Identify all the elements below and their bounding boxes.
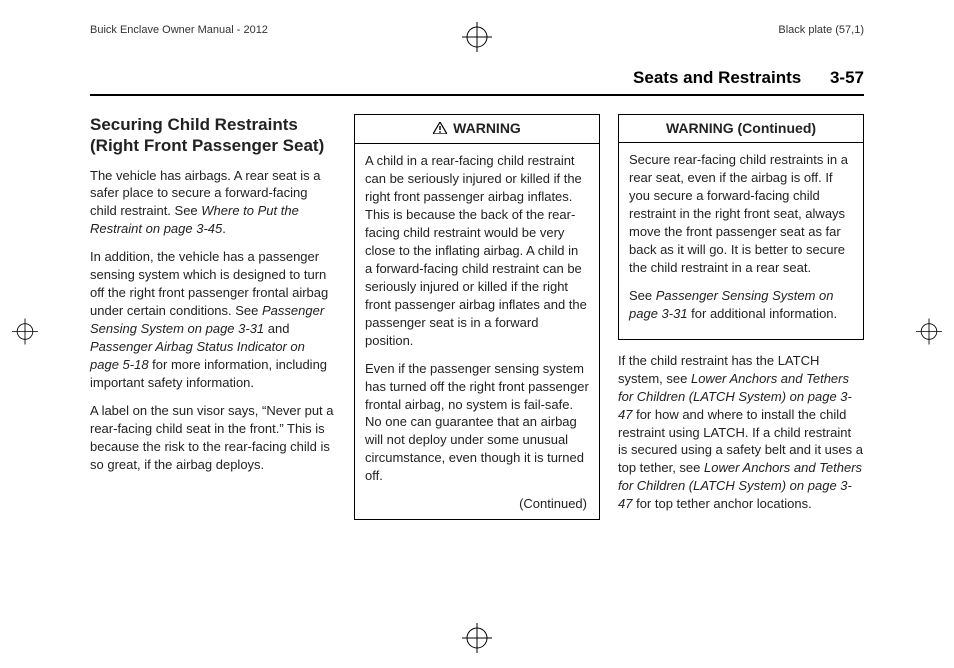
- warning-label: WARNING: [453, 120, 521, 136]
- manual-title: Buick Enclave Owner Manual - 2012: [90, 24, 268, 36]
- warning-box-continued: WARNING (Continued) Secure rear-facing c…: [618, 114, 864, 340]
- paragraph: The vehicle has airbags. A rear seat is …: [90, 167, 336, 239]
- warning-header: WARNING (Continued): [619, 115, 863, 143]
- column-3: WARNING (Continued) Secure rear-facing c…: [618, 114, 864, 532]
- paragraph: A child in a rear-facing child restraint…: [365, 152, 589, 349]
- page: Buick Enclave Owner Manual - 2012 Black …: [0, 0, 954, 668]
- paragraph: See Passenger Sensing System on page 3-3…: [629, 287, 853, 323]
- continued-label: (Continued): [365, 495, 589, 513]
- paragraph: Even if the passenger sensing system has…: [365, 360, 589, 486]
- paragraph: Secure rear-facing child restraints in a…: [629, 151, 853, 277]
- warning-label: WARNING (Continued): [666, 120, 816, 136]
- registration-mark-bottom: [462, 623, 492, 658]
- warning-triangle-icon: [433, 120, 447, 139]
- article-title: Securing Child Restraints (Right Front P…: [90, 114, 336, 157]
- paragraph: If the child restraint has the LATCH sys…: [618, 352, 864, 513]
- column-2: WARNING A child in a rear-facing child r…: [354, 114, 600, 532]
- warning-body: A child in a rear-facing child restraint…: [355, 144, 599, 519]
- column-1: Securing Child Restraints (Right Front P…: [90, 114, 336, 532]
- registration-mark-left: [12, 319, 38, 350]
- paragraph: A label on the sun visor says, “Never pu…: [90, 402, 336, 474]
- section-header: Seats and Restraints 3-57: [90, 68, 864, 96]
- page-number: 3-57: [830, 68, 864, 87]
- plate-label: Black plate (57,1): [778, 24, 864, 36]
- registration-mark-right: [916, 319, 942, 350]
- warning-header: WARNING: [355, 115, 599, 144]
- warning-body: Secure rear-facing child restraints in a…: [619, 143, 863, 338]
- registration-mark-top: [462, 22, 492, 52]
- content-columns: Securing Child Restraints (Right Front P…: [90, 114, 864, 532]
- warning-box: WARNING A child in a rear-facing child r…: [354, 114, 600, 520]
- paragraph: In addition, the vehicle has a passenger…: [90, 248, 336, 392]
- section-title: Seats and Restraints: [633, 68, 801, 87]
